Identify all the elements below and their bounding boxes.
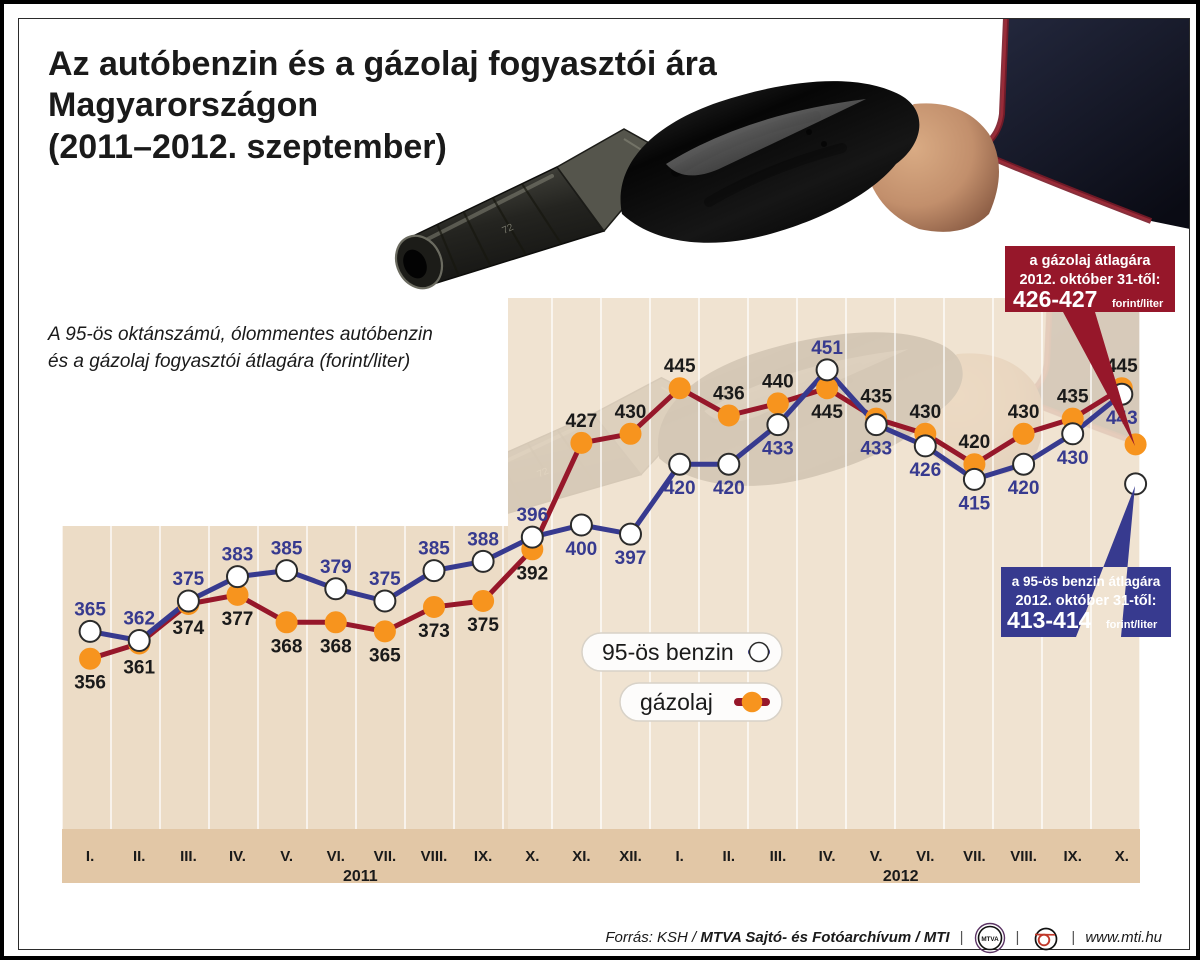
svg-text:379: 379 <box>320 557 352 578</box>
svg-text:XI.: XI. <box>572 848 590 865</box>
svg-text:VI.: VI. <box>327 848 345 865</box>
svg-text:forint/liter: forint/liter <box>1106 619 1158 631</box>
svg-text:III.: III. <box>180 848 197 865</box>
svg-text:IV.: IV. <box>229 848 246 865</box>
svg-text:361: 361 <box>123 658 155 679</box>
svg-text:356: 356 <box>74 673 106 694</box>
svg-text:375: 375 <box>467 615 499 636</box>
svg-text:392: 392 <box>516 563 548 584</box>
svg-text:I.: I. <box>676 848 684 865</box>
svg-text:a gázolaj átlagára: a gázolaj átlagára <box>1030 253 1152 269</box>
svg-text:435: 435 <box>1057 387 1089 408</box>
svg-text:II.: II. <box>723 848 736 865</box>
svg-text:385: 385 <box>271 539 303 560</box>
svg-text:377: 377 <box>222 609 254 630</box>
svg-text:430: 430 <box>1008 402 1040 423</box>
svg-text:368: 368 <box>320 636 352 657</box>
svg-text:362: 362 <box>123 609 155 630</box>
svg-text:2011: 2011 <box>343 868 378 885</box>
svg-text:420: 420 <box>1008 478 1040 499</box>
svg-text:388: 388 <box>467 529 499 550</box>
svg-text:451: 451 <box>811 338 843 359</box>
svg-text:II.: II. <box>133 848 146 865</box>
svg-text:IX.: IX. <box>1064 848 1082 865</box>
svg-text:433: 433 <box>762 439 794 460</box>
svg-text:400: 400 <box>566 539 598 560</box>
svg-text:V.: V. <box>280 848 293 865</box>
svg-text:forint/liter: forint/liter <box>1112 298 1164 310</box>
svg-text:426: 426 <box>909 460 941 481</box>
svg-text:427: 427 <box>566 411 598 432</box>
svg-text:I.: I. <box>86 848 94 865</box>
svg-text:2012: 2012 <box>883 868 919 885</box>
svg-text:430: 430 <box>1057 448 1089 469</box>
svg-text:III.: III. <box>770 848 787 865</box>
svg-text:383: 383 <box>222 545 254 566</box>
svg-text:X.: X. <box>1115 848 1129 865</box>
svg-text:IV.: IV. <box>819 848 836 865</box>
svg-text:365: 365 <box>369 645 401 666</box>
svg-text:IX.: IX. <box>474 848 492 865</box>
svg-text:374: 374 <box>173 618 205 639</box>
svg-text:420: 420 <box>959 432 991 453</box>
svg-text:396: 396 <box>516 505 548 526</box>
svg-text:385: 385 <box>418 539 450 560</box>
svg-text:430: 430 <box>615 402 647 423</box>
svg-text:a 95-ös benzin átlagára: a 95-ös benzin átlagára <box>1012 574 1161 589</box>
svg-text:373: 373 <box>418 621 450 642</box>
svg-text:VIII.: VIII. <box>1010 848 1037 865</box>
svg-text:375: 375 <box>369 569 401 590</box>
svg-text:445: 445 <box>811 402 843 423</box>
svg-text:gázolaj: gázolaj <box>640 689 713 715</box>
svg-text:445: 445 <box>664 356 696 377</box>
svg-text:V.: V. <box>870 848 883 865</box>
svg-text:420: 420 <box>713 478 745 499</box>
svg-text:368: 368 <box>271 636 303 657</box>
svg-text:MTVA: MTVA <box>981 936 999 943</box>
svg-text:VII.: VII. <box>963 848 986 865</box>
svg-text:415: 415 <box>959 493 991 514</box>
svg-text:VII.: VII. <box>374 848 397 865</box>
svg-text:435: 435 <box>860 387 892 408</box>
svg-text:365: 365 <box>74 599 106 620</box>
svg-text:VIII.: VIII. <box>421 848 448 865</box>
svg-text:XII.: XII. <box>619 848 642 865</box>
svg-text:420: 420 <box>664 478 696 499</box>
svg-text:433: 433 <box>860 439 892 460</box>
svg-text:426-427: 426-427 <box>1013 286 1097 312</box>
svg-text:440: 440 <box>762 371 794 392</box>
svg-text:436: 436 <box>713 384 745 405</box>
svg-text:95-ös benzin: 95-ös benzin <box>602 639 734 665</box>
svg-text:VI.: VI. <box>916 848 934 865</box>
svg-text:397: 397 <box>615 548 647 569</box>
svg-text:413-414: 413-414 <box>1007 607 1092 633</box>
svg-text:430: 430 <box>909 402 941 423</box>
svg-text:X.: X. <box>525 848 539 865</box>
svg-text:375: 375 <box>173 569 205 590</box>
